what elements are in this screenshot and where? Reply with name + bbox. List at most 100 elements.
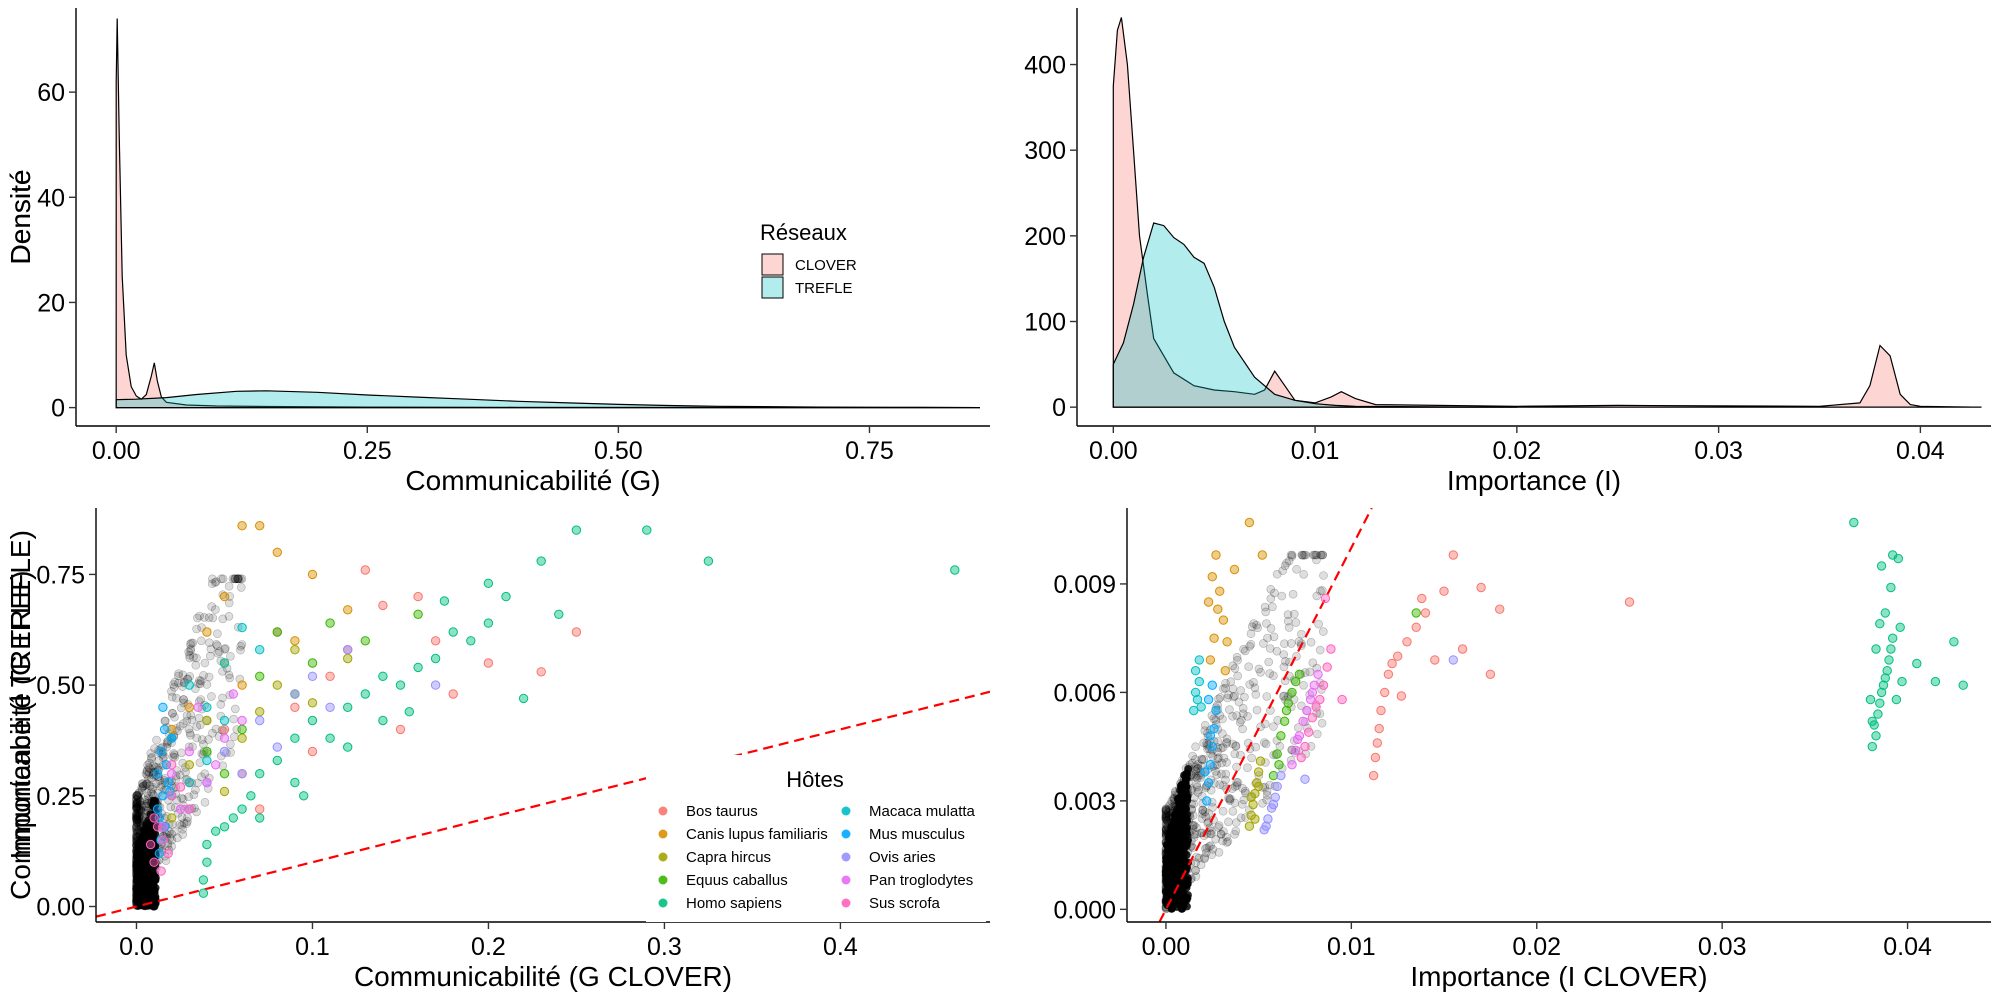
host-point	[307, 715, 318, 726]
background-host-point	[1198, 805, 1208, 815]
background-host-point	[1211, 703, 1221, 713]
background-host-point	[200, 613, 209, 622]
background-host-point	[184, 647, 193, 657]
background-host-point	[1208, 745, 1217, 755]
background-host-point	[132, 813, 141, 823]
host-point	[343, 645, 353, 655]
background-host-point	[1273, 715, 1282, 725]
background-host-point	[135, 797, 145, 806]
host-point	[307, 746, 318, 757]
background-host-point	[1251, 742, 1260, 752]
legend-key-dot	[841, 852, 851, 862]
host-point	[159, 724, 170, 735]
background-host-point	[132, 823, 141, 833]
host-point	[1420, 608, 1431, 618]
background-host-point	[142, 767, 152, 777]
background-host-point	[1245, 641, 1254, 651]
background-host-point	[132, 812, 141, 821]
background-host-point	[1221, 769, 1231, 779]
background-host-point	[226, 651, 235, 661]
background-host-point	[206, 644, 216, 654]
background-host-point	[197, 636, 206, 646]
background-host-point	[196, 720, 205, 730]
background-host-point	[167, 835, 177, 845]
dense-host-point	[1175, 898, 1184, 907]
x-tick-label: 0.00	[1142, 933, 1191, 961]
background-host-point	[179, 695, 188, 704]
background-host-point	[1244, 662, 1253, 672]
host-point	[448, 627, 458, 637]
background-host-point	[1203, 744, 1212, 754]
host-point	[1207, 680, 1218, 690]
background-host-point	[193, 778, 202, 788]
background-host-point	[207, 579, 217, 589]
background-host-point	[211, 605, 220, 614]
background-host-point	[1161, 814, 1171, 824]
background-host-point	[132, 801, 141, 811]
background-host-point	[1194, 785, 1204, 795]
host-point	[1209, 633, 1219, 643]
background-host-point	[1298, 550, 1307, 560]
background-host-point	[225, 673, 235, 683]
background-host-point	[1246, 639, 1256, 649]
host-point	[202, 627, 212, 637]
background-host-point	[138, 779, 147, 788]
background-host-point	[1299, 551, 1308, 560]
background-host-point	[132, 791, 141, 801]
host-point	[1304, 727, 1314, 737]
host-point	[325, 618, 335, 628]
background-host-point	[1192, 782, 1202, 792]
background-host-point	[208, 613, 218, 623]
host-point	[1274, 760, 1284, 770]
background-host-point	[1283, 610, 1293, 619]
background-host-point	[165, 833, 175, 843]
background-host-point	[1192, 829, 1202, 839]
background-host-point	[1193, 763, 1203, 773]
background-host-point	[1214, 753, 1223, 763]
host-point	[1476, 582, 1486, 593]
background-host-point	[135, 810, 144, 820]
background-host-point	[191, 660, 201, 670]
background-host-point	[1191, 866, 1200, 876]
background-host-point	[185, 672, 195, 681]
host-point	[149, 813, 159, 823]
host-point	[378, 671, 388, 681]
background-host-point	[1265, 780, 1275, 790]
host-point	[1958, 680, 1968, 690]
background-host-point	[1236, 750, 1245, 760]
y-axis-label: Communicabilité (G TREFLE)	[5, 530, 36, 900]
background-host-point	[1319, 571, 1328, 580]
y-tick-label: 0	[1052, 394, 1066, 422]
host-point	[1248, 799, 1258, 810]
host-point	[1495, 604, 1505, 614]
host-point	[1865, 694, 1876, 705]
host-point	[307, 658, 318, 668]
background-host-point	[224, 611, 234, 621]
background-host-point	[1318, 550, 1328, 560]
background-host-point	[139, 781, 148, 791]
background-host-point	[1235, 717, 1245, 727]
host-point	[501, 591, 511, 602]
host-point	[198, 875, 209, 885]
panel-axes: 0.00 0.01 0.02 0.03 0.04 0.000 0.003 0.006 0.009…	[5, 508, 1991, 992]
host-point	[1229, 564, 1240, 575]
background-host-point	[132, 799, 141, 809]
host-point	[1886, 644, 1896, 654]
y-tick-label: 0.009	[1053, 571, 1116, 599]
legend-label: Bos taurus	[686, 803, 758, 820]
host-point	[1279, 716, 1290, 726]
host-point	[1213, 604, 1223, 614]
background-host-point	[1219, 827, 1228, 836]
background-host-point	[192, 733, 201, 743]
host-point	[1383, 669, 1394, 679]
background-host-point	[213, 629, 222, 639]
host-point	[1867, 741, 1878, 752]
host-point	[211, 826, 221, 836]
background-host-point	[136, 806, 146, 816]
background-host-point	[212, 640, 221, 649]
host-point	[1272, 749, 1282, 759]
background-host-point	[132, 795, 141, 805]
host-point	[1296, 752, 1307, 763]
legend-key-clover	[761, 253, 784, 276]
